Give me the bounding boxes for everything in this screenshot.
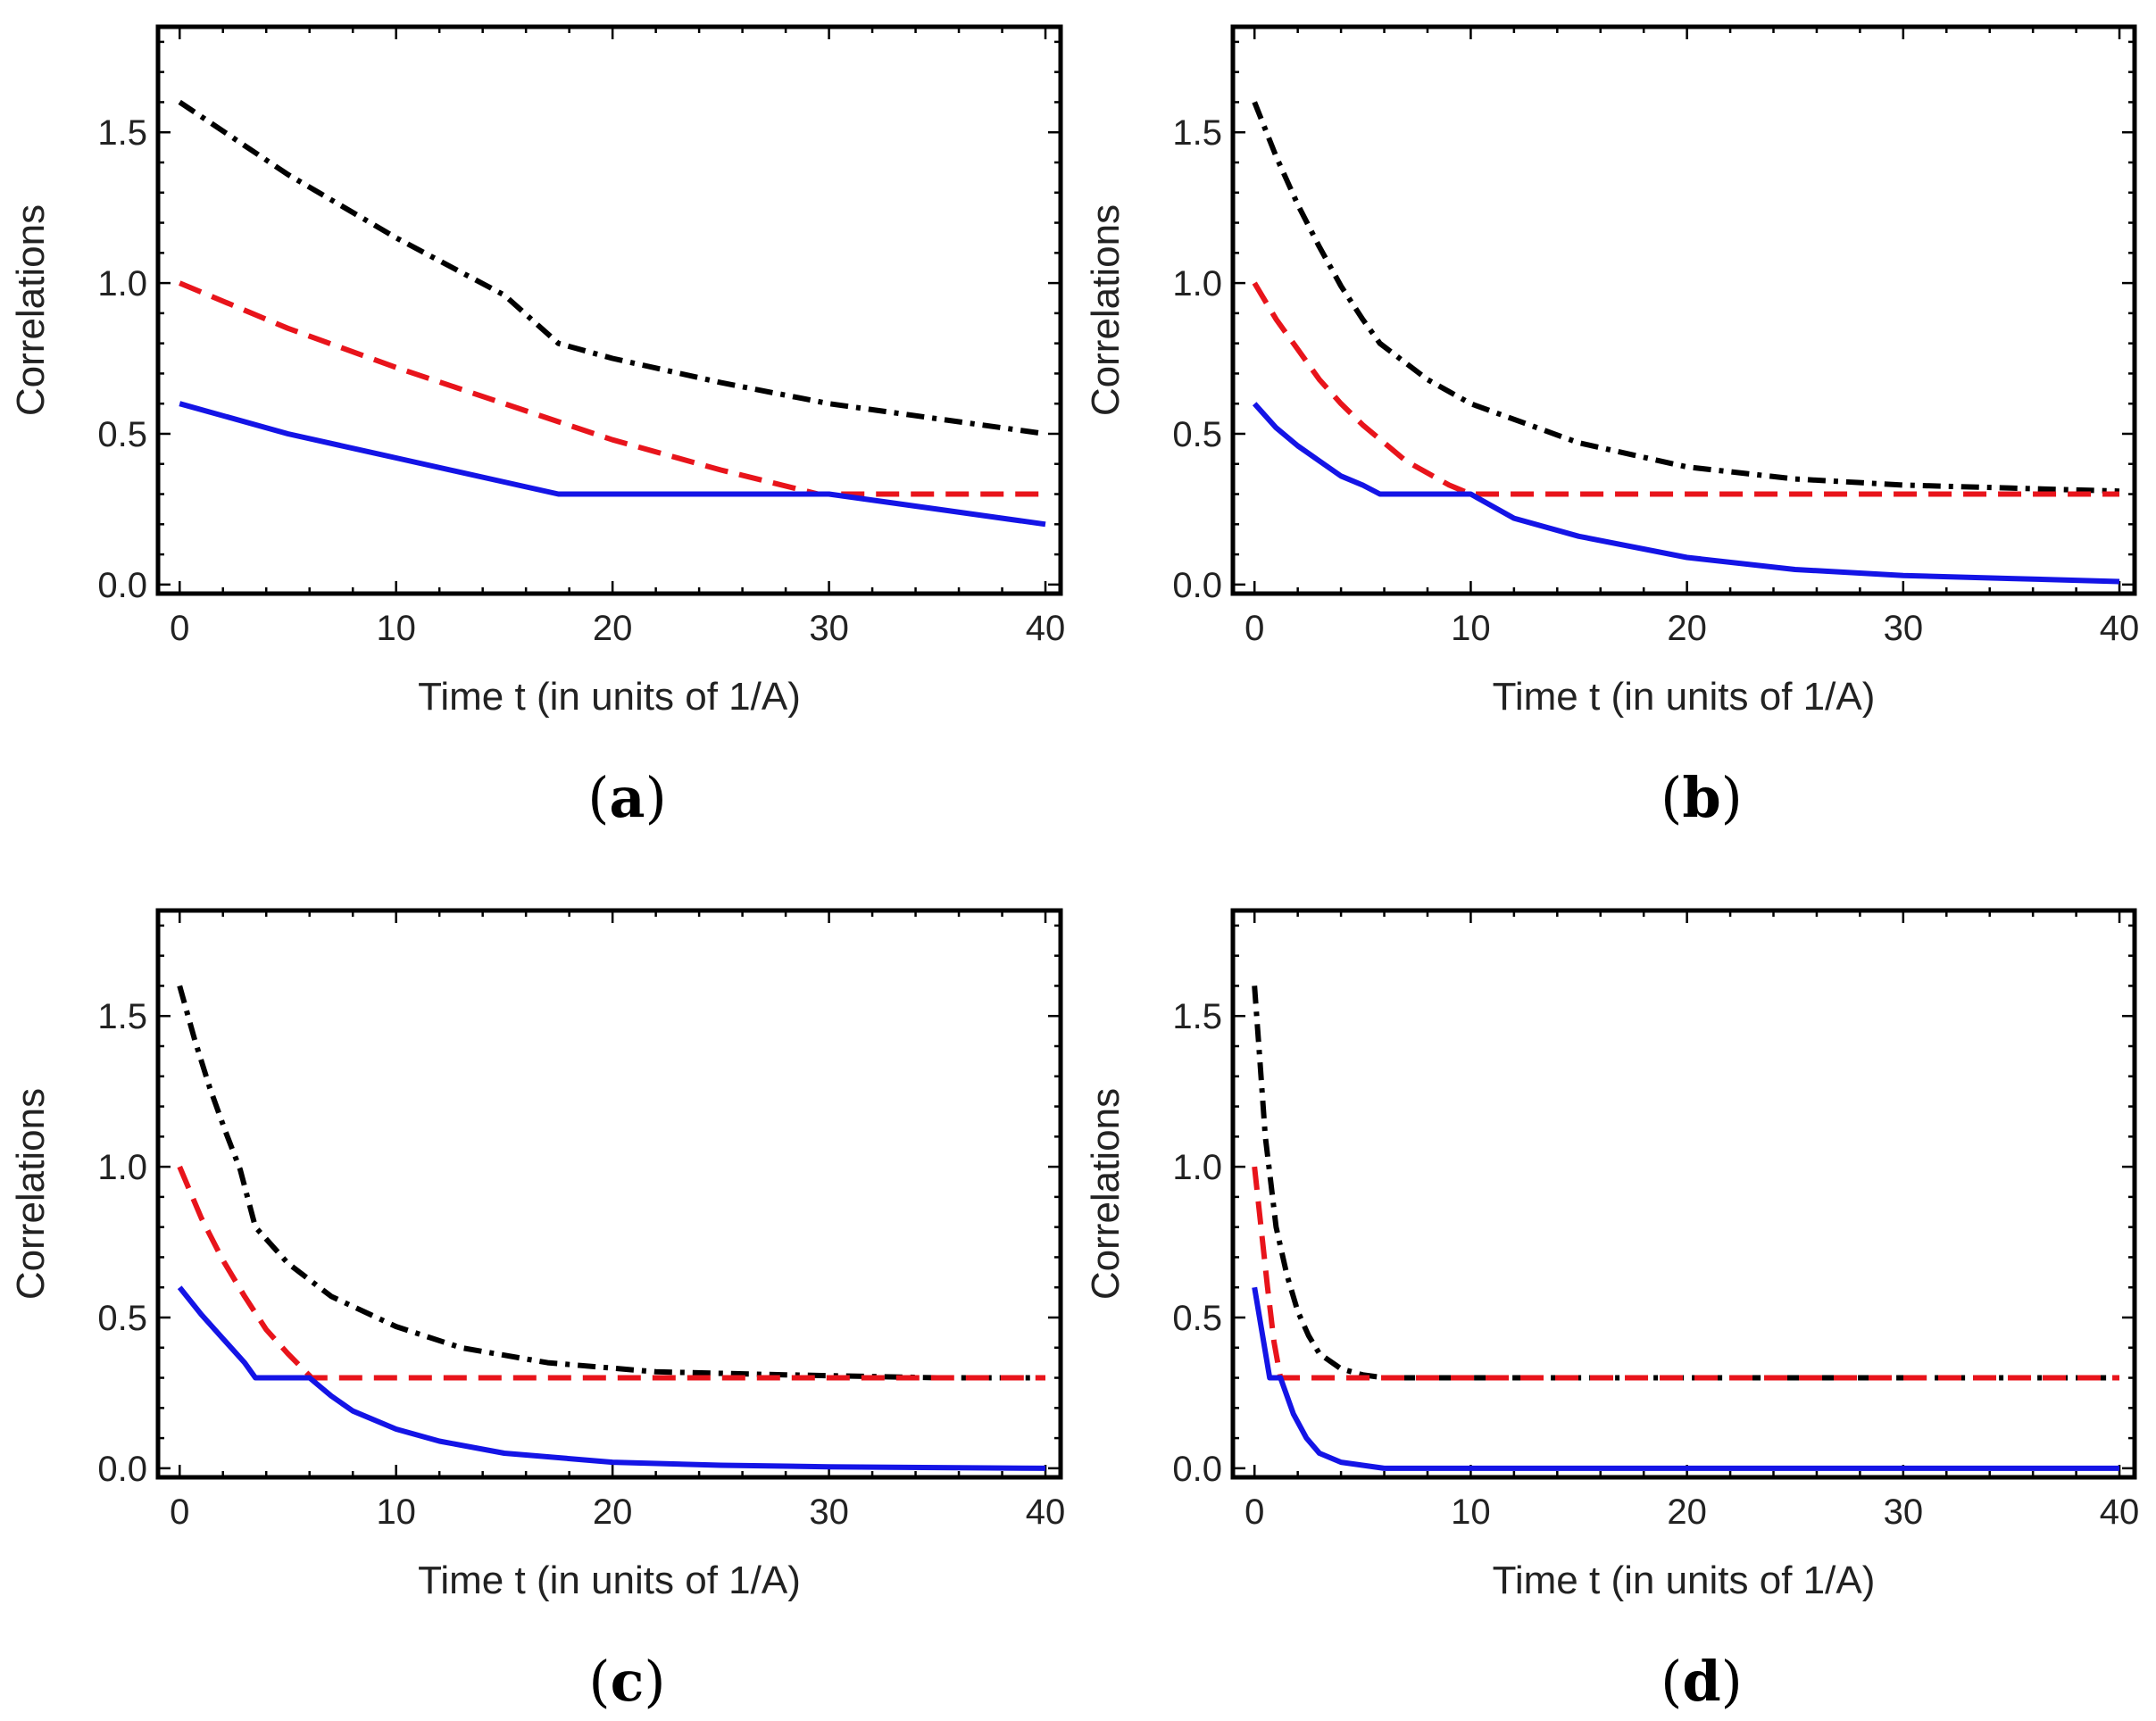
y-tick-label: 1.0: [97, 1148, 147, 1187]
x-tick-label: 20: [1667, 1492, 1707, 1532]
x-axis-title: Time t (in units of 1/A): [418, 675, 801, 719]
series-line-solid: [177, 1285, 1046, 1471]
plot-frame: [1230, 24, 2137, 596]
y-tick-label: 0.5: [1172, 1299, 1222, 1338]
x-tick-label: 40: [1026, 609, 1066, 648]
panel-label: (a): [587, 765, 667, 830]
x-tick-label: 30: [809, 1492, 849, 1532]
x-tick-label: 20: [1667, 609, 1707, 648]
x-tick-label: 10: [376, 609, 416, 648]
y-tick-label: 0.5: [97, 415, 147, 454]
series-line-dashed: [177, 1165, 1045, 1381]
y-axis-title: Correlations: [1084, 204, 1128, 416]
x-tick-label: 30: [1884, 609, 1924, 648]
x-tick-label: 40: [2100, 1492, 2140, 1532]
y-axis-title: Correlations: [9, 1088, 53, 1300]
x-tick-label: 40: [1026, 1492, 1066, 1532]
y-tick-label: 1.5: [1172, 113, 1222, 153]
y-tick-label: 1.0: [1172, 1148, 1222, 1187]
x-tick-label: 10: [1451, 1492, 1491, 1532]
series-line-dashed: [179, 280, 1045, 497]
y-tick-label: 1.5: [97, 113, 147, 153]
y-tick-label: 0.5: [1172, 415, 1222, 454]
chart-panel-c: 0 10 20 30 40 0.0 0.5 1.0 1.5 Time t (in units of…: [9, 908, 1066, 1714]
series-line-solid: [1252, 402, 2120, 585]
series-line-dash-dot: [1252, 101, 2120, 495]
x-tick-label: 0: [170, 609, 189, 648]
x-tick-label: 0: [170, 1492, 189, 1532]
plot-frame: [155, 908, 1063, 1480]
x-tick-label: 10: [1451, 609, 1491, 648]
y-tick-label: 0.0: [1172, 566, 1222, 605]
series-line-dashed: [1252, 1166, 2119, 1381]
y-tick-label: 1.5: [1172, 997, 1222, 1036]
plot-frame: [155, 24, 1063, 596]
x-tick-label: 30: [1884, 1492, 1924, 1532]
y-axis-title: Correlations: [9, 204, 53, 416]
y-tick-label: 1.0: [97, 264, 147, 303]
plot-frame: [1230, 908, 2137, 1480]
x-tick-label: 40: [2100, 609, 2140, 648]
x-axis-title: Time t (in units of 1/A): [1493, 1559, 1876, 1602]
y-tick-label: 0.0: [97, 1450, 147, 1489]
chart-panel-b: 0 10 20 30 40 0.0 0.5 1.0 1.5 Time t (in units of…: [1084, 24, 2140, 830]
series-line-dash-dot: [1252, 985, 2119, 1381]
y-tick-label: 0.0: [1172, 1450, 1222, 1489]
series-line-dash-dot: [178, 99, 1046, 436]
x-tick-label: 0: [1244, 609, 1264, 648]
series-line-dashed: [1252, 281, 2119, 497]
series-line-solid: [1252, 1286, 2119, 1471]
x-tick-label: 20: [593, 609, 633, 648]
chart-panel-d: 0 10 20 30 40 0.0 0.5 1.0 1.5 Time t (in units of…: [1084, 908, 2140, 1714]
panel-label: (d): [1661, 1649, 1743, 1714]
panel-label: (c): [588, 1649, 665, 1714]
y-axis-title: Correlations: [1084, 1088, 1128, 1300]
x-tick-label: 30: [809, 609, 849, 648]
y-tick-label: 1.5: [97, 997, 147, 1036]
x-axis-title: Time t (in units of 1/A): [1493, 675, 1876, 719]
panel-label: (b): [1661, 765, 1743, 830]
x-axis-title: Time t (in units of 1/A): [418, 1559, 801, 1602]
y-tick-label: 1.0: [1172, 264, 1222, 303]
y-tick-label: 0.5: [97, 1299, 147, 1338]
x-tick-label: 10: [376, 1492, 416, 1532]
x-tick-label: 0: [1244, 1492, 1264, 1532]
series-line-solid: [179, 401, 1046, 528]
chart-panel-a: 0 10 20 30 40 0.0 0.5 1.0 1.5 Time t (in units of…: [9, 24, 1066, 830]
series-line-dash-dot: [177, 985, 1045, 1381]
x-tick-label: 20: [593, 1492, 633, 1532]
y-tick-label: 0.0: [97, 566, 147, 605]
